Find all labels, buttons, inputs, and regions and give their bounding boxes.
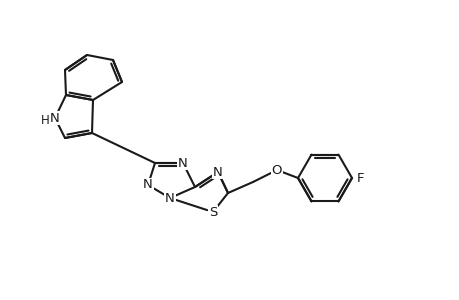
Text: F: F	[357, 172, 364, 184]
Text: S: S	[208, 206, 217, 218]
Text: N: N	[50, 112, 60, 124]
Text: N: N	[143, 178, 152, 191]
Text: N: N	[178, 157, 187, 169]
Text: N: N	[213, 166, 223, 178]
Text: H: H	[40, 113, 49, 127]
Text: N: N	[165, 191, 174, 205]
Text: O: O	[271, 164, 282, 176]
